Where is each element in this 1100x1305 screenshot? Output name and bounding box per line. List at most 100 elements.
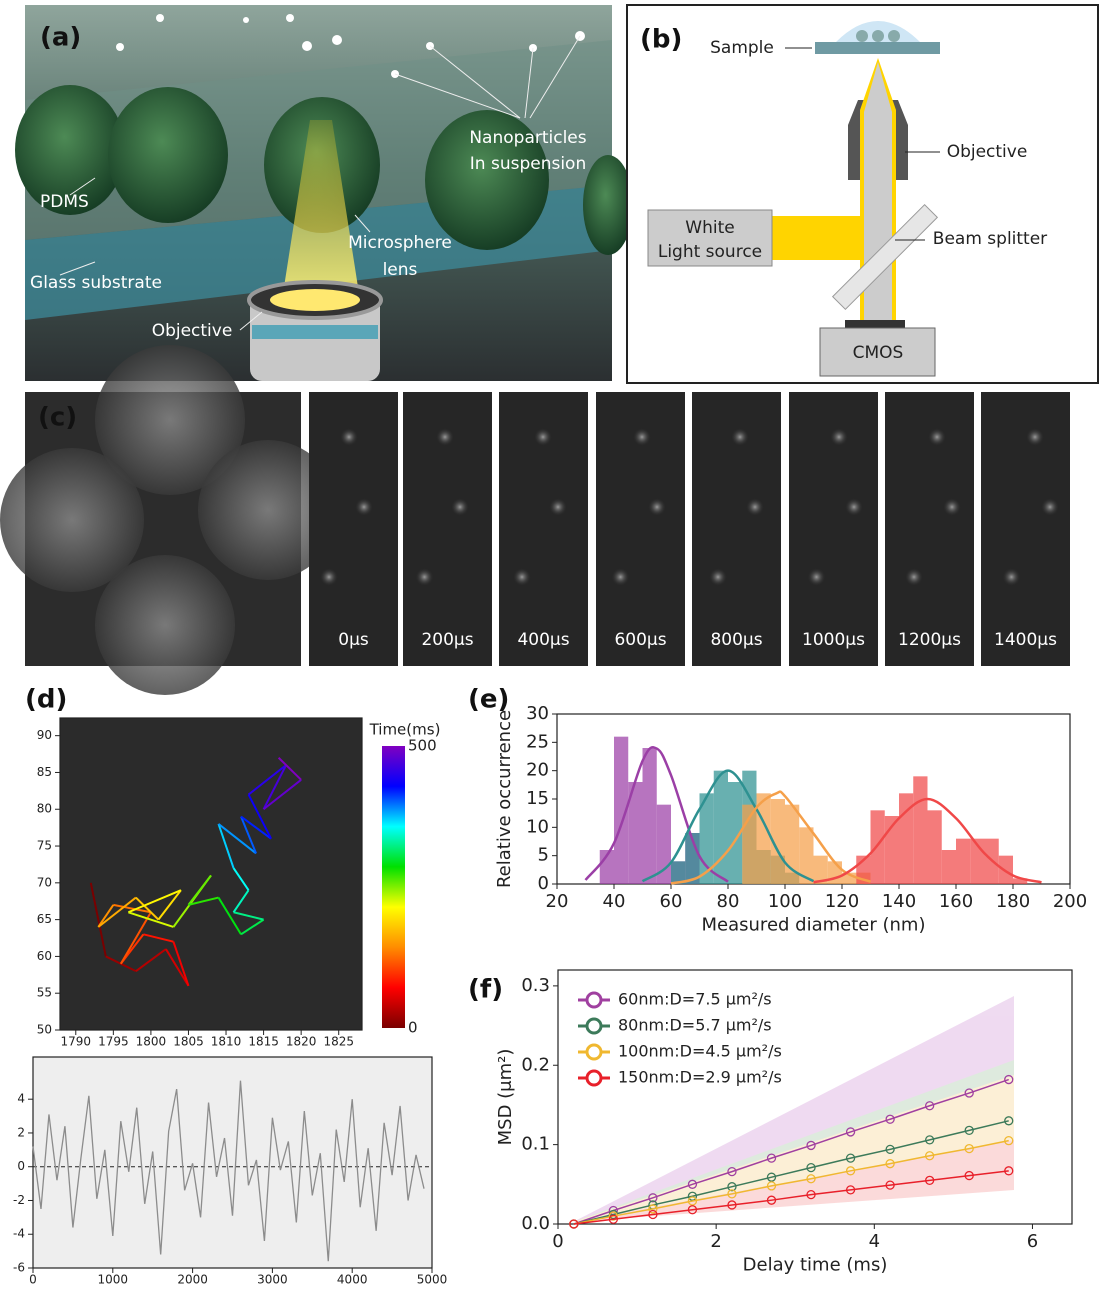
trace-line bbox=[32, 1080, 425, 1262]
x-tick-label: 1805 bbox=[173, 1035, 204, 1049]
trajectory-segment bbox=[113, 903, 152, 914]
frame-time: 800μs bbox=[710, 630, 762, 650]
legend-marker bbox=[585, 1043, 603, 1061]
y-tick-label: 0.3 bbox=[521, 975, 550, 996]
series-marker bbox=[806, 1189, 816, 1200]
microsphere-image bbox=[95, 555, 235, 695]
x-tick-label: 2000 bbox=[177, 1273, 208, 1287]
x-tick-label: 40 bbox=[603, 891, 626, 912]
series-line bbox=[573, 1139, 1009, 1225]
panel-label: (f) bbox=[468, 975, 503, 1005]
y-tick-label: 70 bbox=[37, 875, 52, 889]
particle-spot bbox=[340, 428, 358, 446]
series-marker bbox=[806, 1162, 816, 1173]
trajectory-segment bbox=[232, 867, 250, 891]
x-tick-label: 1790 bbox=[61, 1035, 92, 1049]
trajectory-segment bbox=[127, 889, 182, 914]
y-tick-label: 75 bbox=[37, 839, 52, 853]
y-axis-title: MSD (μm²) bbox=[495, 1049, 516, 1146]
annotation: PDMS bbox=[40, 192, 89, 212]
histogram-bar bbox=[913, 776, 928, 884]
x-tick-label: 80 bbox=[717, 891, 740, 912]
panel-a: (a) Nanoparticles In suspension PDMS Mic… bbox=[15, 5, 633, 381]
frame-time: 1400μs bbox=[994, 630, 1057, 650]
x-tick-label: 6 bbox=[1027, 1231, 1038, 1252]
y-tick-label: 15 bbox=[526, 788, 549, 809]
series-marker bbox=[964, 1143, 974, 1154]
histogram-bar bbox=[728, 782, 743, 884]
x-tick-label: 60 bbox=[660, 891, 683, 912]
frame-time: 200μs bbox=[421, 630, 473, 650]
series-marker bbox=[687, 1205, 698, 1215]
x-tick-label: 2 bbox=[710, 1231, 721, 1252]
axes-frame bbox=[557, 969, 1073, 1225]
particle-spot bbox=[534, 428, 552, 446]
y-tick-label: 90 bbox=[37, 728, 52, 742]
histogram-bar bbox=[927, 810, 942, 884]
trajectory-segment bbox=[240, 815, 272, 840]
y-tick-label: 30 bbox=[526, 703, 549, 724]
particle-spot bbox=[648, 498, 666, 516]
x-tick-label: 0 bbox=[552, 1231, 563, 1252]
particle-spot bbox=[1002, 568, 1021, 586]
trajectory-segment bbox=[188, 896, 219, 906]
microsphere bbox=[108, 87, 228, 223]
x-tick-label: 0 bbox=[29, 1273, 37, 1287]
histogram-bar bbox=[656, 804, 671, 884]
particle-spot bbox=[415, 568, 434, 586]
trajectory-segment bbox=[247, 794, 272, 840]
colorbar-tick-label: 0 bbox=[408, 1019, 418, 1037]
particle-spot bbox=[451, 498, 469, 516]
y-tick-label: 25 bbox=[526, 731, 549, 752]
annotation: Light source bbox=[658, 242, 762, 262]
colorbar bbox=[382, 746, 405, 1028]
y-tick-label: -2 bbox=[13, 1193, 25, 1207]
series-marker bbox=[648, 1193, 658, 1203]
beam bbox=[772, 216, 864, 260]
particle-spot bbox=[633, 428, 651, 446]
trajectory-segment bbox=[277, 757, 302, 781]
trajectory-segment bbox=[217, 823, 257, 855]
y-tick-label: 4 bbox=[17, 1092, 25, 1106]
histogram-bar bbox=[628, 782, 643, 884]
x-tick-label: 4000 bbox=[337, 1273, 368, 1287]
annotation: Beam splitter bbox=[933, 229, 1047, 249]
histogram-bar bbox=[870, 810, 885, 884]
particle-spot bbox=[746, 498, 764, 516]
trajectory-segment bbox=[217, 897, 242, 935]
x-tick-label: 160 bbox=[939, 891, 973, 912]
y-tick-label: 55 bbox=[37, 986, 52, 1000]
fit-curve bbox=[584, 746, 729, 883]
trajectory-segment bbox=[247, 764, 287, 796]
trajectory-segment bbox=[157, 889, 182, 921]
panel-label: (a) bbox=[40, 23, 81, 53]
microsphere bbox=[15, 85, 125, 215]
series-marker bbox=[885, 1159, 895, 1169]
series-marker bbox=[806, 1140, 816, 1151]
colorbar-tick-label: 500 bbox=[408, 737, 437, 755]
histogram-bar bbox=[884, 816, 899, 884]
annotation: Nanoparticles bbox=[469, 128, 586, 148]
series-marker bbox=[964, 1170, 974, 1181]
trajectory-segment bbox=[232, 889, 250, 913]
particle-spot bbox=[709, 568, 727, 586]
particle-spot bbox=[1041, 498, 1059, 516]
series-marker bbox=[806, 1174, 816, 1184]
series-marker bbox=[766, 1172, 777, 1182]
beam-splitter bbox=[831, 203, 939, 311]
x-tick-label: 100 bbox=[768, 891, 802, 912]
particle-spot bbox=[807, 568, 826, 586]
x-tick-label: 5000 bbox=[417, 1273, 448, 1287]
trajectory-segment bbox=[119, 911, 152, 965]
microsphere bbox=[425, 110, 549, 250]
series-marker bbox=[885, 1144, 895, 1155]
y-tick-label: 0.0 bbox=[521, 1213, 550, 1234]
trajectory-segment bbox=[262, 779, 302, 811]
plot-bg bbox=[33, 1057, 432, 1268]
light-source bbox=[647, 209, 773, 267]
particle-spot bbox=[320, 568, 338, 586]
series-marker bbox=[727, 1166, 737, 1177]
legend-marker bbox=[585, 991, 603, 1009]
panel-b: (b) Sample Objective White Light source … bbox=[626, 4, 1099, 384]
